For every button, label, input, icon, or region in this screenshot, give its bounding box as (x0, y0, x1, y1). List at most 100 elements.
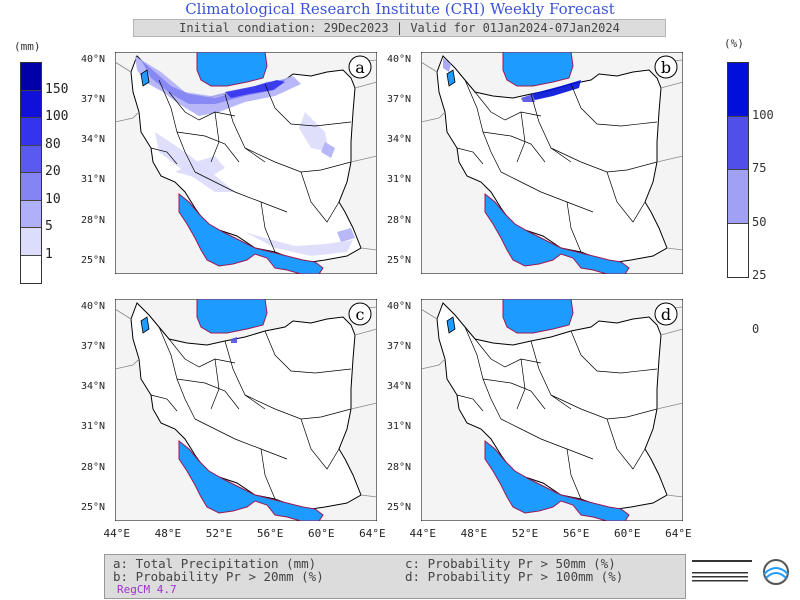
colorbar-segment (21, 145, 41, 173)
legend-d: d: Probability Pr > 100mm (%) (405, 569, 624, 584)
colorbar-tick-label: 50 (752, 214, 767, 229)
precip-area (225, 80, 285, 98)
colorbar-segment (21, 228, 41, 256)
colorbar-segment (21, 63, 41, 91)
latitude-label: 25°N (81, 254, 106, 266)
precip-area (531, 80, 581, 100)
latitude-label: 37°N (81, 94, 106, 106)
panel-letter: b (661, 58, 671, 77)
longitude-label: 52°E (205, 527, 233, 540)
latitude-label: 28°N (81, 214, 106, 226)
colorbar-tick-label: 20 (45, 164, 61, 179)
colorbar-tick-label: 100 (45, 109, 69, 124)
iran-landmass (130, 302, 362, 510)
colorbar-tick-label: 0 (752, 321, 760, 336)
longitude-label: 52°E (511, 527, 539, 540)
longitude-label: 56°E (562, 527, 590, 540)
precip-area (443, 58, 451, 72)
lake-urmia (140, 316, 150, 334)
persian-gulf (484, 192, 630, 274)
latitude-label: 25°N (387, 501, 412, 513)
institute-logo (692, 559, 789, 585)
latitude-label: 37°N (387, 341, 412, 353)
colorbar-tick-label: 80 (45, 136, 61, 152)
latitude-label: 31°N (81, 421, 106, 433)
longitude-label: 44°E (103, 527, 131, 540)
page-title: Climatological Research Institute (CRI) … (185, 0, 615, 18)
latitude-label: 25°N (81, 501, 106, 513)
persian-gulf (178, 439, 324, 521)
precip-area (175, 156, 225, 180)
panel-letter: c (356, 305, 365, 324)
latitude-label: 37°N (81, 341, 106, 353)
longitude-label: 64°E (665, 527, 692, 540)
lake-urmia (140, 69, 150, 87)
forecast-period: Initial condiation: 29Dec2023 | Valid fo… (133, 19, 666, 37)
latitude-label: 28°N (387, 461, 412, 473)
colorbar-tick-label: 10 (45, 191, 61, 207)
latitude-label: 28°N (81, 461, 106, 473)
iran-landmass (436, 302, 668, 510)
latitude-label: 40°N (81, 301, 106, 313)
panel-letter: d (661, 305, 671, 324)
persian-gulf (178, 192, 324, 274)
persian-gulf (484, 439, 630, 521)
latitude-label: 28°N (387, 214, 412, 226)
latitude-label: 31°N (81, 174, 106, 186)
longitude-label: 44°E (409, 527, 437, 540)
latitude-label: 37°N (387, 94, 412, 106)
colorbar-tick-label: 5 (45, 219, 53, 234)
lake-urmia (446, 69, 456, 87)
legend-c: c: Probability Pr > 50mm (%) (405, 556, 616, 571)
latitude-label: 25°N (387, 254, 412, 266)
colorbar-segment (21, 255, 41, 283)
caspian-sea (196, 52, 268, 87)
latitude-label: 40°N (81, 54, 106, 66)
left-colorbar-unit: (mm) (14, 40, 41, 53)
latitude-label: 34°N (81, 134, 106, 146)
probability-colorbar (727, 62, 749, 278)
longitude-label: 64°E (359, 527, 386, 540)
map-panel-d: d (421, 299, 683, 521)
legend-b: b: Probability Pr > 20mm (%) (113, 569, 324, 584)
colorbar-tick-label: 150 (45, 81, 69, 97)
precip-area (299, 112, 329, 152)
longitude-label: 56°E (256, 527, 284, 540)
panel-legend: a: Total Precipitation (mm) b: Probabili… (104, 554, 686, 599)
map-panel-a: a (115, 52, 377, 274)
latitude-label: 31°N (387, 421, 412, 433)
colorbar-segment (21, 90, 41, 118)
colorbar-segment (728, 223, 748, 277)
caspian-sea (196, 299, 268, 334)
latitude-label: 34°N (81, 381, 106, 393)
colorbar-segment (728, 116, 748, 170)
panel-letter: a (355, 58, 365, 77)
longitude-label: 48°E (154, 527, 182, 540)
colorbar-segment (21, 118, 41, 146)
colorbar-tick-label: 100 (752, 107, 774, 122)
precip-colorbar (20, 62, 42, 284)
longitude-label: 48°E (460, 527, 488, 540)
colorbar-tick-label: 25 (752, 268, 767, 282)
legend-a: a: Total Precipitation (mm) (113, 556, 317, 571)
caspian-sea (502, 299, 574, 334)
map-panel-c: c (115, 299, 377, 521)
precip-area (321, 142, 335, 158)
latitude-label: 34°N (387, 134, 412, 146)
latitude-label: 34°N (387, 381, 412, 393)
model-name: RegCM 4.7 (117, 583, 177, 596)
longitude-label: 60°E (308, 527, 335, 540)
lake-urmia (446, 316, 456, 334)
caspian-sea (502, 52, 574, 87)
colorbar-segment (728, 170, 748, 224)
precip-area (245, 232, 353, 256)
map-panel-b: b (421, 52, 683, 274)
precip-area (337, 228, 355, 242)
right-colorbar-unit: (%) (724, 37, 744, 50)
precip-area (231, 337, 237, 343)
colorbar-segment (21, 173, 41, 201)
colorbar-segment (728, 63, 748, 117)
colorbar-segment (21, 200, 41, 228)
longitude-label: 60°E (614, 527, 641, 540)
latitude-label: 40°N (387, 301, 412, 313)
